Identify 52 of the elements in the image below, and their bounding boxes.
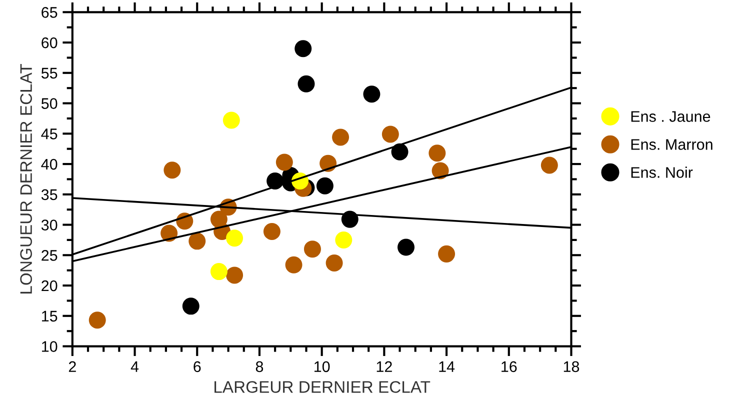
point (304, 240, 321, 258)
point (285, 256, 302, 274)
legend-label: Ens . Jaune (631, 111, 710, 122)
y-tick-label: 15 (42, 310, 58, 322)
x-tick-label: 10 (314, 361, 330, 372)
point (298, 75, 315, 92)
point (316, 177, 334, 194)
x-axis-title: LARGEUR DERNIER ECLAT (214, 381, 430, 393)
x-tick-label: 2 (68, 361, 76, 372)
point (294, 40, 312, 58)
point (276, 154, 293, 171)
point (88, 312, 106, 329)
y-tick-label: 45 (41, 128, 58, 140)
y-tick-label: 25 (42, 250, 58, 261)
y-tick-label: 10 (42, 341, 58, 352)
x-tick-label: 8 (256, 361, 264, 372)
point (222, 112, 240, 129)
legend-label: Ens. Noir (631, 166, 693, 178)
point (335, 231, 352, 248)
y-tick-label: 50 (41, 98, 58, 109)
point (363, 86, 380, 103)
y-tick-label: 40 (41, 158, 58, 170)
point (226, 266, 244, 284)
y-axis-title: LONGUEUR DERNIER ECLAT (20, 64, 32, 294)
point (210, 263, 228, 280)
point (326, 254, 343, 272)
x-tick-label: 12 (376, 361, 392, 372)
y-tick-label: 35 (41, 189, 58, 200)
point (540, 156, 558, 174)
point (188, 232, 206, 250)
point (226, 230, 244, 247)
y-tick-label: 65 (42, 7, 58, 18)
y-tick-label: 20 (42, 280, 58, 292)
y-tick-label: 30 (41, 220, 58, 230)
point (428, 144, 446, 162)
point (382, 126, 399, 143)
x-tick-label: 4 (130, 361, 139, 372)
point (160, 224, 178, 242)
y-tick-label: 55 (41, 68, 58, 79)
legend-label: Ens. Marron (631, 139, 712, 150)
x-tick-label: 18 (564, 361, 580, 372)
point (438, 245, 456, 262)
point (263, 222, 280, 240)
point (398, 238, 415, 256)
x-tick-label: 6 (194, 361, 201, 372)
x-tick-label: 16 (502, 361, 517, 372)
point (182, 298, 200, 315)
x-tick-label: 14 (439, 361, 455, 372)
point (391, 143, 408, 160)
point (332, 128, 350, 146)
y-tick-label: 60 (42, 37, 58, 48)
point (164, 162, 181, 179)
